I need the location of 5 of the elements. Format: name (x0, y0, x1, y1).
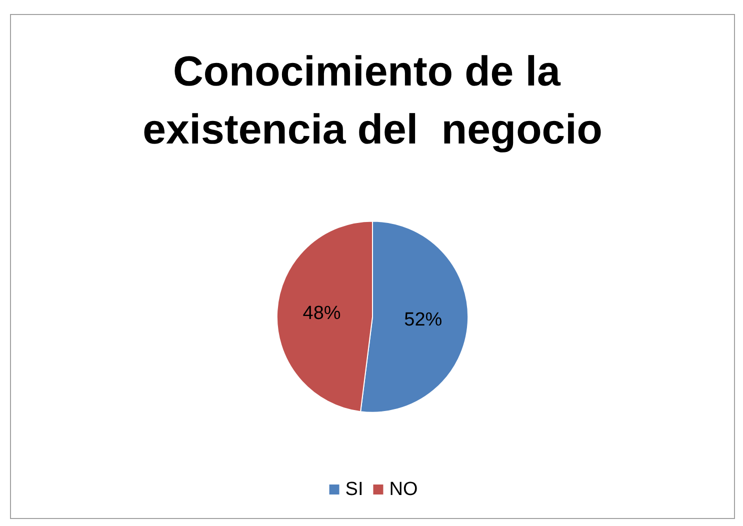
legend-label: NO (389, 479, 418, 500)
legend-label: SI (345, 479, 364, 500)
data-label: 48% (302, 303, 341, 324)
chart-title: Conocimiento de la existencia del negocio (142, 48, 602, 152)
data-label: 52% (404, 309, 442, 330)
